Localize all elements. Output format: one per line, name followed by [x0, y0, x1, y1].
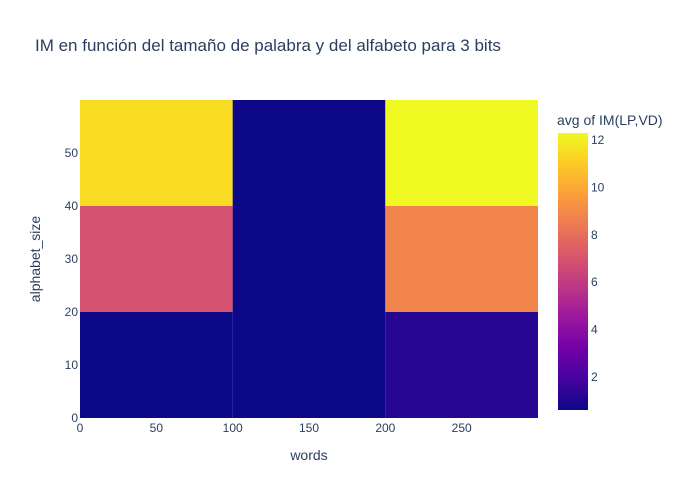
heatmap-cells	[80, 100, 538, 418]
x-tick-label: 200	[375, 421, 395, 435]
y-axis-title: alphabet_size	[27, 216, 43, 303]
heatmap-cell	[80, 312, 233, 418]
colorbar-tick-label: 12	[591, 133, 605, 147]
x-tick-label: 50	[150, 421, 164, 435]
y-axis-ticks: 0 10 20 30 40 50	[65, 146, 79, 425]
colorbar-tick-label: 10	[591, 180, 605, 194]
heatmap-cell	[385, 100, 538, 206]
colorbar-tick-label: 2	[591, 370, 598, 384]
colorbar-tick-label: 6	[591, 275, 598, 289]
y-tick-label: 20	[65, 305, 79, 319]
y-tick-label: 50	[65, 146, 79, 160]
x-axis-title: words	[289, 447, 327, 463]
x-tick-label: 100	[223, 421, 243, 435]
x-tick-label: 0	[77, 421, 84, 435]
colorbar-tick-label: 8	[591, 228, 598, 242]
chart-title: IM en función del tamaño de palabra y de…	[35, 36, 501, 55]
x-tick-label: 250	[452, 421, 472, 435]
heatmap-cell	[80, 100, 233, 206]
heatmap-cell	[385, 312, 538, 418]
heatmap-cell	[232, 206, 386, 312]
colorbar-tick-label: 4	[591, 323, 598, 337]
x-tick-label: 150	[299, 421, 319, 435]
heatmap-cell	[232, 312, 386, 418]
colorbar-title: avg of IM(LP,VD)	[557, 112, 663, 128]
y-tick-label: 0	[71, 411, 78, 425]
heatmap-cell	[80, 206, 233, 312]
y-tick-label: 30	[65, 252, 79, 266]
heatmap-cell	[232, 100, 386, 206]
colorbar	[558, 133, 588, 410]
y-tick-label: 10	[65, 358, 79, 372]
y-tick-label: 40	[65, 199, 79, 213]
colorbar-ticks: 2 4 6 8 10 12	[591, 133, 605, 384]
x-axis-ticks: 0 50 100 150 200 250	[77, 421, 472, 435]
heatmap-cell	[385, 206, 538, 312]
